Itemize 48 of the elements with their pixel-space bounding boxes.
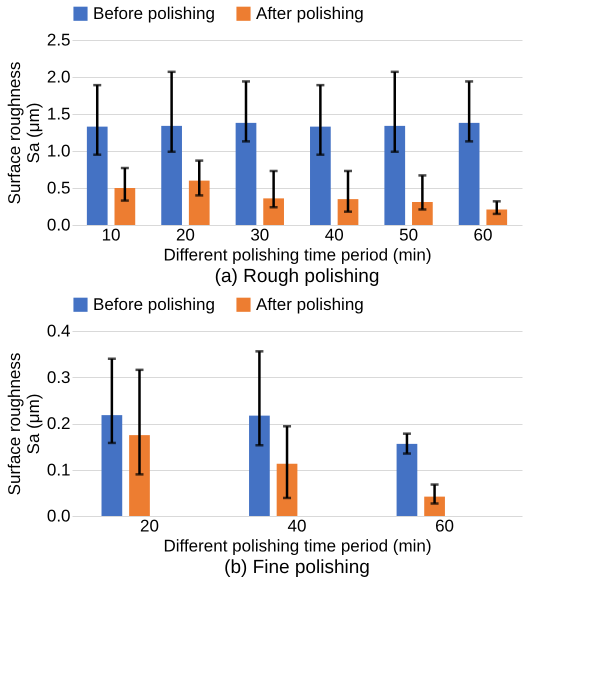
bar (129, 435, 150, 516)
y-tick-label: 0.3 (46, 368, 70, 387)
y-axis-title: Surface roughness Sa (μm) (4, 62, 43, 204)
y-tick-label: 0.0 (46, 506, 70, 526)
bar (249, 416, 270, 516)
x-tick-label: 30 (250, 226, 270, 244)
y-tick-label: 0.1 (46, 460, 70, 480)
y-tick-label: 0.4 (46, 322, 70, 340)
bar (458, 122, 480, 225)
bar (236, 122, 256, 225)
bar (486, 209, 508, 225)
y-tick-label: 0.5 (46, 178, 70, 198)
x-tick-label: 20 (140, 516, 159, 536)
y-tick-label: 1.0 (46, 142, 70, 160)
bar (412, 202, 433, 225)
bar (396, 444, 418, 516)
x-tick-label: 40 (288, 516, 306, 536)
bar (102, 415, 122, 516)
text: (b) Fine polishing (224, 557, 370, 578)
y-tick-label: 1.5 (46, 104, 70, 124)
bar (384, 126, 406, 225)
legend-label: Before polishing (93, 4, 215, 23)
x-tick-label: 60 (473, 226, 492, 244)
bar (276, 464, 298, 516)
y-tick-label: 2.0 (46, 68, 70, 86)
x-tick-label: 50 (399, 226, 418, 244)
x-tick-label: 40 (324, 226, 344, 244)
bar (338, 199, 358, 225)
bar (310, 126, 331, 225)
bar (86, 126, 108, 225)
bar (263, 198, 284, 225)
legend-label: After polishing (256, 294, 364, 314)
bar (161, 126, 182, 225)
legend-label: Before polishing (93, 294, 215, 314)
x-tick-label: 60 (435, 516, 454, 536)
bar (188, 180, 210, 225)
y-axis-title: Surface roughness Sa (μm) (4, 352, 43, 496)
bar (424, 496, 445, 516)
y-tick-label: 2.5 (46, 30, 70, 50)
y-tick-label: 0.2 (46, 414, 70, 433)
bar (114, 188, 136, 225)
legend-label: After polishing (256, 4, 364, 23)
x-axis-title: Different polishing time period (min) (163, 246, 432, 264)
y-tick-label: 0.0 (46, 216, 70, 234)
x-tick-label: 10 (102, 226, 121, 244)
x-axis-title: Different polishing time period (min) (163, 536, 432, 556)
x-tick-label: 20 (176, 226, 195, 244)
text: (a) Rough polishing (214, 266, 380, 287)
